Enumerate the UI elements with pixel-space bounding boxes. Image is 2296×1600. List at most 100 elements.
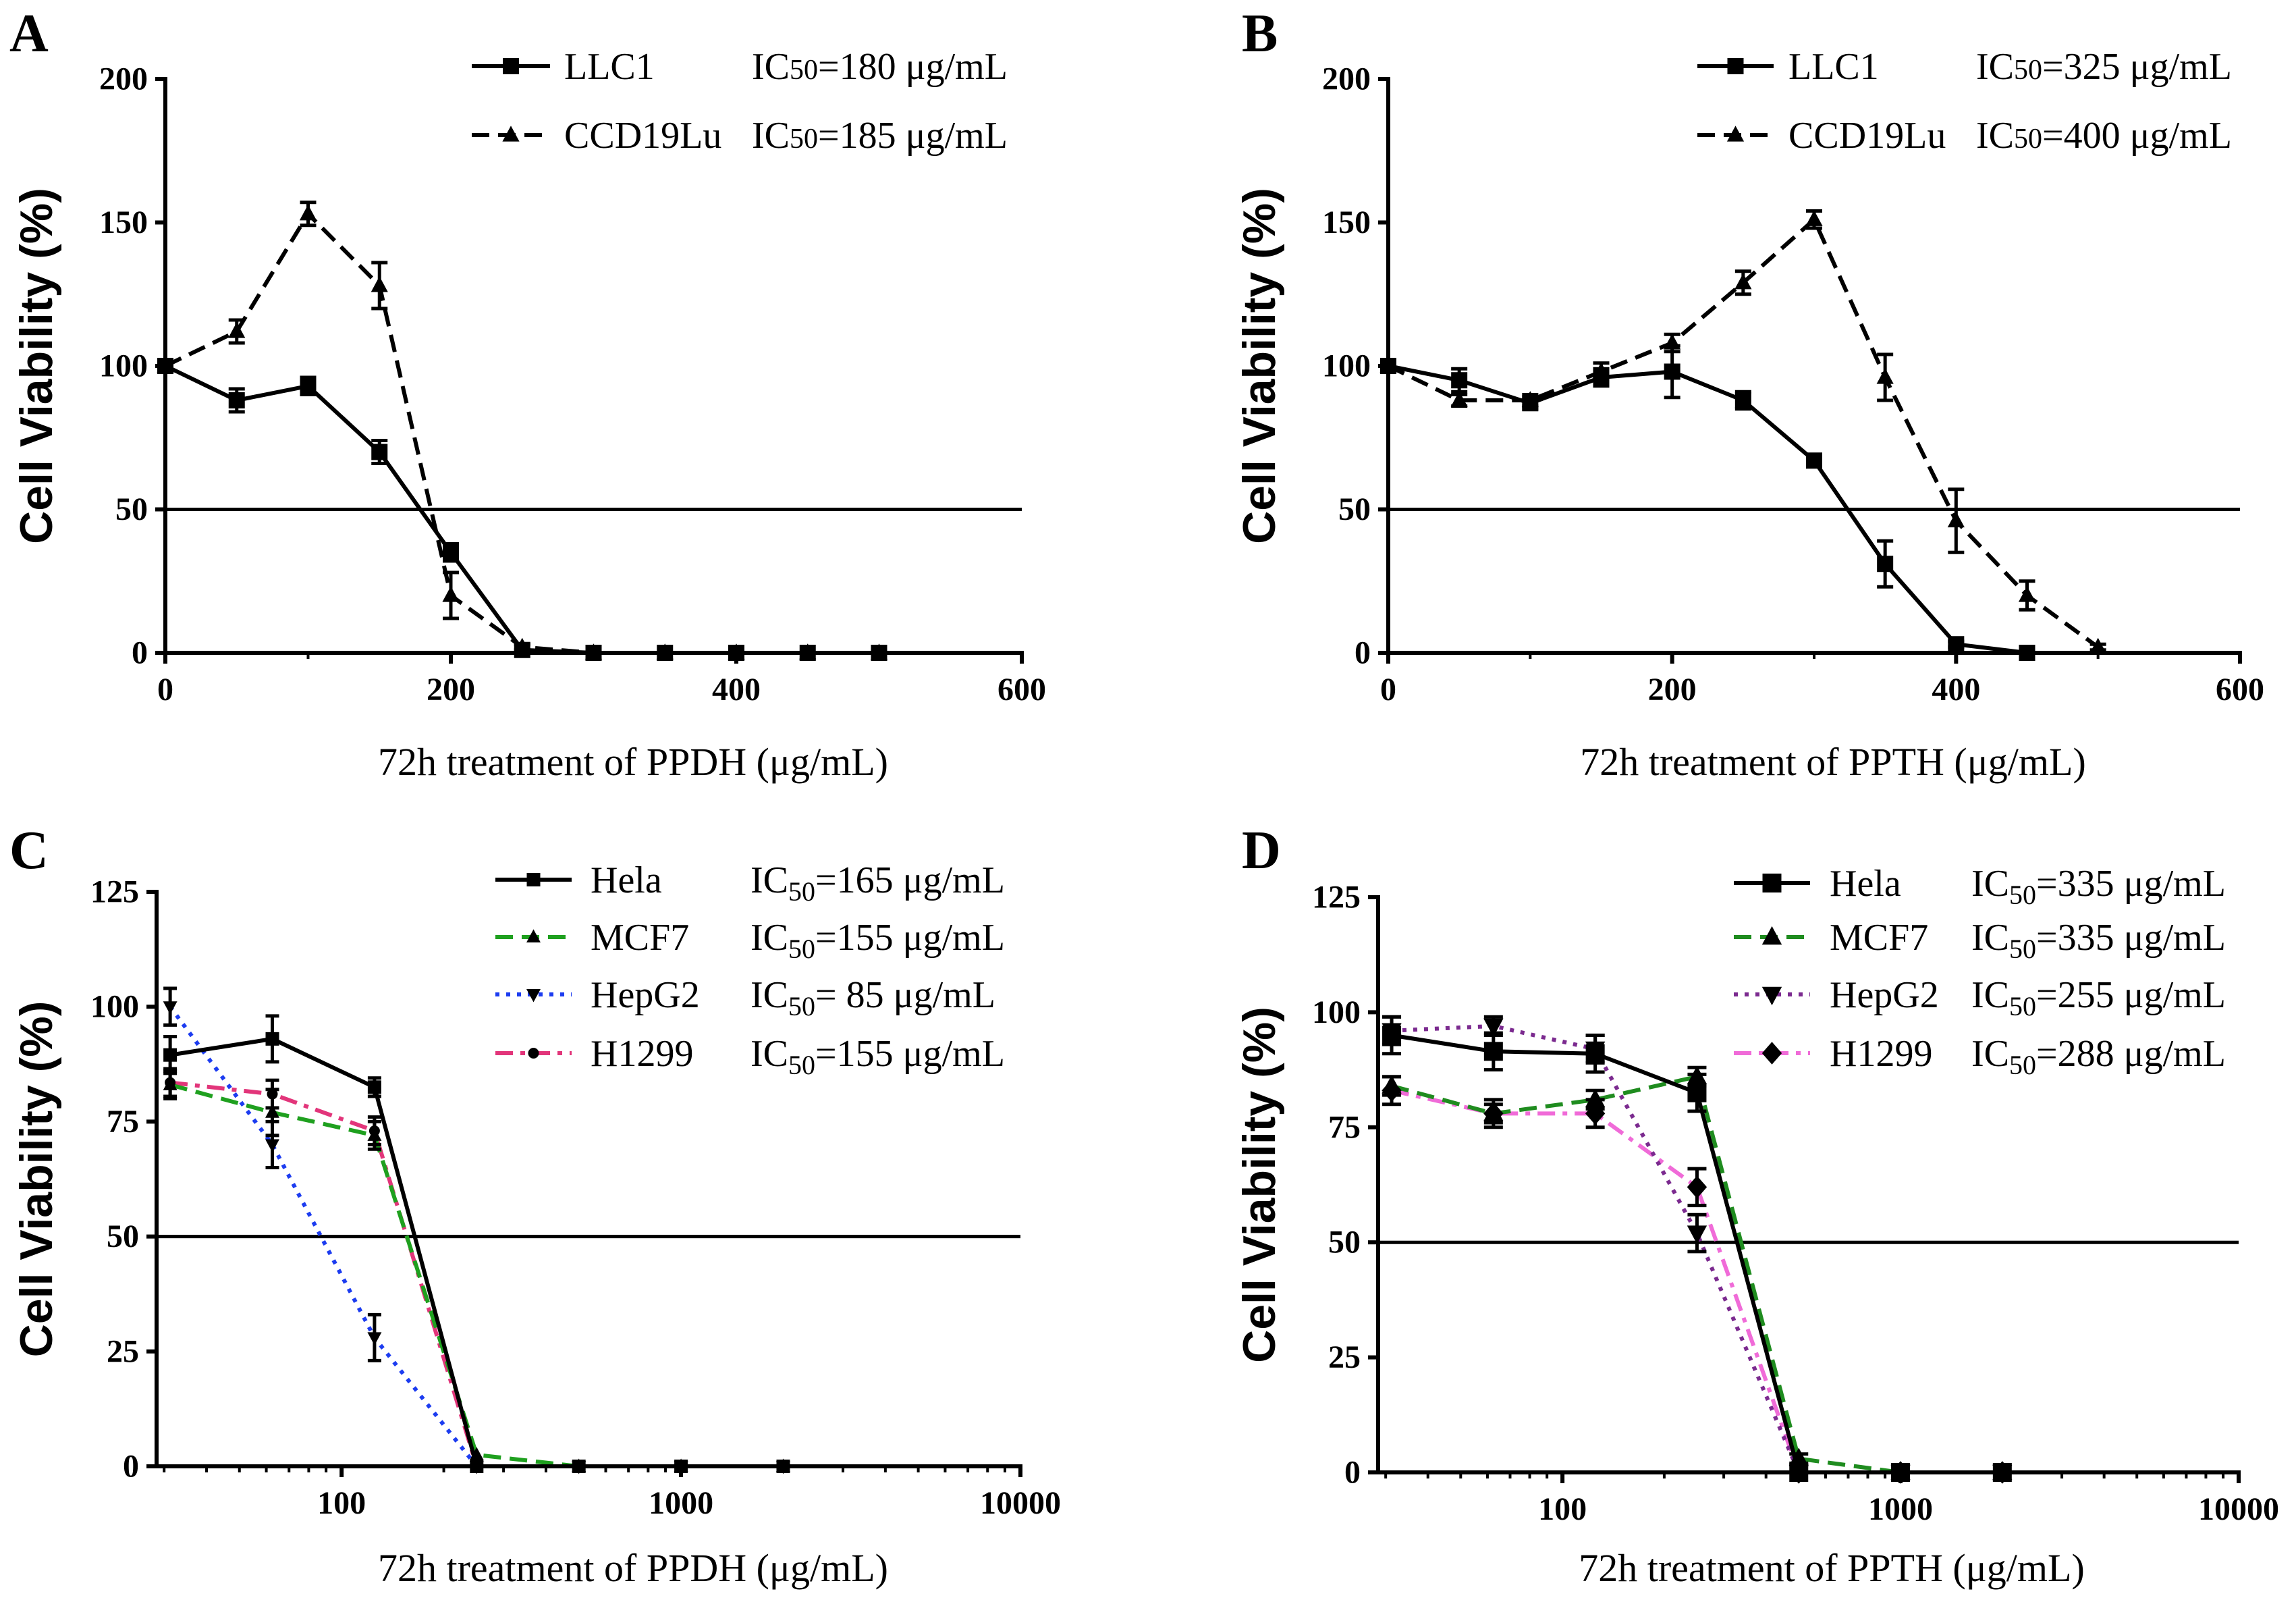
ic50-subscript: 50 bbox=[2014, 55, 2042, 86]
series-points-llc1 bbox=[157, 358, 887, 661]
ic50-value: =155 μg/mL bbox=[815, 1033, 1005, 1075]
plot-area bbox=[1382, 1015, 2013, 1484]
ic50-prefix: IC bbox=[1976, 115, 2014, 157]
ic50-subscript: 50 bbox=[788, 991, 815, 1021]
data-point-mcf7 bbox=[367, 1127, 382, 1141]
data-point-ccd19lu bbox=[1876, 368, 1894, 384]
ic50-value: =325 μg/mL bbox=[2042, 46, 2232, 88]
data-point-hela bbox=[1483, 1042, 1503, 1061]
series-points-hela bbox=[163, 1014, 790, 1473]
legend-item-h1299: H1299 IC50=288 μg/mL bbox=[1734, 1033, 2226, 1080]
data-point-hela bbox=[674, 1460, 688, 1473]
legend-item-h1299: H1299 IC50=155 μg/mL bbox=[495, 1033, 1005, 1080]
legend-ic50-label: IC50= 85 μg/mL bbox=[750, 974, 995, 1021]
series-line-ccd19lu bbox=[164, 211, 879, 655]
legend-item-hela: Hela IC50=165 μg/mL bbox=[495, 859, 1005, 907]
legend-series-name: HepG2 bbox=[1830, 974, 1939, 1016]
y-axis-title: Cell Viability (%) bbox=[11, 188, 62, 544]
series-points-hepg2 bbox=[163, 986, 790, 1474]
y-tick-label: 100 bbox=[99, 348, 148, 384]
axes: 0 25 50 75 100 125 100 1000 10000 bbox=[90, 874, 1061, 1522]
ic50-prefix: IC bbox=[750, 859, 788, 901]
ic50-subscript: 50 bbox=[2009, 991, 2036, 1021]
ic50-prefix: IC bbox=[1971, 863, 2009, 905]
y-tick-label: 75 bbox=[1328, 1109, 1361, 1145]
data-point-mcf7 bbox=[265, 1104, 280, 1118]
data-point-ccd19lu bbox=[442, 586, 460, 602]
legend-marker bbox=[1726, 126, 1745, 142]
y-tick-label: 100 bbox=[90, 989, 139, 1025]
panel-a: A 0 50 100 150 200 0 200 400 600 Cell Viability (%… bbox=[9, 4, 1046, 784]
ic50-value: =255 μg/mL bbox=[2036, 974, 2226, 1016]
ic50-value: =335 μg/mL bbox=[2036, 917, 2226, 959]
legend-ic50-label: IC50=165 μg/mL bbox=[750, 859, 1005, 907]
data-point-hela bbox=[1382, 1025, 1402, 1045]
panel-letter: D bbox=[1242, 821, 1281, 880]
y-tick-label: 100 bbox=[1312, 994, 1361, 1030]
y-tick-label: 0 bbox=[132, 635, 148, 671]
data-point-llc1 bbox=[799, 645, 816, 661]
series-points-h1299 bbox=[163, 1067, 789, 1472]
x-tick-label: 100 bbox=[1538, 1491, 1587, 1527]
ic50-subscript: 50 bbox=[788, 934, 815, 964]
legend-item-hepg2: HepG2 IC50=255 μg/mL bbox=[1734, 974, 2226, 1021]
x-tick-label: 0 bbox=[1380, 672, 1396, 708]
y-tick-label: 125 bbox=[90, 874, 139, 910]
data-point-llc1 bbox=[371, 444, 388, 460]
ic50-subscript: 50 bbox=[2009, 880, 2036, 910]
y-axis-title: Cell Viability (%) bbox=[11, 1001, 62, 1358]
series-points-llc1 bbox=[1380, 344, 2035, 661]
legend-item-hepg2: HepG2 IC50= 85 μg/mL bbox=[495, 974, 995, 1021]
ic50-value: =165 μg/mL bbox=[815, 859, 1005, 901]
ic50-prefix: IC bbox=[750, 917, 788, 959]
y-tick-label: 0 bbox=[123, 1449, 139, 1485]
x-tick-label: 200 bbox=[1648, 672, 1697, 708]
legend-ic50-label: IC50=335 μg/mL bbox=[1971, 863, 2226, 910]
data-point-hela bbox=[1789, 1463, 1809, 1482]
x-tick-label: 1000 bbox=[1868, 1491, 1933, 1527]
legend-ic50-label: IC50=185 μg/mL bbox=[752, 115, 1008, 157]
panel-letter: B bbox=[1242, 4, 1278, 63]
legend-ic50-label: IC50=400 μg/mL bbox=[1976, 115, 2232, 157]
plot-area bbox=[1379, 209, 2107, 661]
ic50-value: =185 μg/mL bbox=[818, 115, 1008, 157]
legend-item-ccd19lu: CCD19Lu IC50=185 μg/mL bbox=[472, 115, 1008, 157]
panel-letter: C bbox=[9, 821, 49, 880]
legend-series-name: H1299 bbox=[1830, 1033, 1932, 1075]
data-point-llc1 bbox=[871, 645, 887, 661]
data-point-hela bbox=[470, 1460, 484, 1473]
data-point-llc1 bbox=[585, 645, 602, 661]
data-point-llc1 bbox=[1734, 392, 1751, 408]
y-tick-label: 150 bbox=[1322, 205, 1371, 240]
legend-series-name: Hela bbox=[591, 859, 662, 901]
legend-marker bbox=[526, 929, 541, 942]
data-point-hepg2 bbox=[1687, 1225, 1707, 1244]
data-point-mcf7 bbox=[163, 1077, 177, 1090]
legend-marker bbox=[1762, 874, 1782, 892]
x-tick-label: 10000 bbox=[980, 1485, 1061, 1521]
data-point-llc1 bbox=[1593, 369, 1610, 385]
ic50-value: =335 μg/mL bbox=[2036, 863, 2226, 905]
plot-area bbox=[163, 986, 790, 1474]
data-point-hela bbox=[776, 1460, 790, 1473]
x-tick-label: 1000 bbox=[649, 1485, 713, 1521]
x-tick-label: 600 bbox=[2216, 672, 2264, 708]
ic50-prefix: IC bbox=[752, 115, 790, 157]
legend-series-name: CCD19Lu bbox=[1788, 115, 1946, 157]
x-axis-title: 72h treatment of PPTH (μg/mL) bbox=[1579, 1546, 2085, 1590]
data-point-mcf7 bbox=[1788, 1447, 1809, 1466]
ic50-prefix: IC bbox=[1971, 917, 2009, 959]
ic50-subscript: 50 bbox=[788, 1050, 815, 1080]
y-tick-label: 150 bbox=[99, 205, 148, 240]
ic50-subscript: 50 bbox=[788, 876, 815, 907]
y-tick-label: 200 bbox=[1322, 61, 1371, 97]
data-point-llc1 bbox=[1948, 636, 1965, 653]
ic50-prefix: IC bbox=[1971, 1033, 2009, 1075]
legend-ic50-label: IC50=335 μg/mL bbox=[1971, 917, 2226, 964]
series-points-ccd19lu bbox=[1379, 209, 2107, 654]
panel-c: C 0 25 50 75 100 125 100 1000 10000 Cell Viability… bbox=[9, 821, 1061, 1590]
y-tick-label: 25 bbox=[1328, 1339, 1361, 1375]
